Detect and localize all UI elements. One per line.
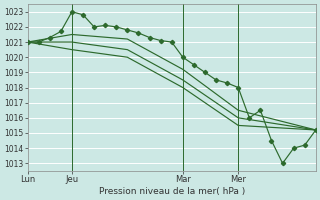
X-axis label: Pression niveau de la mer( hPa ): Pression niveau de la mer( hPa ) [99,187,245,196]
